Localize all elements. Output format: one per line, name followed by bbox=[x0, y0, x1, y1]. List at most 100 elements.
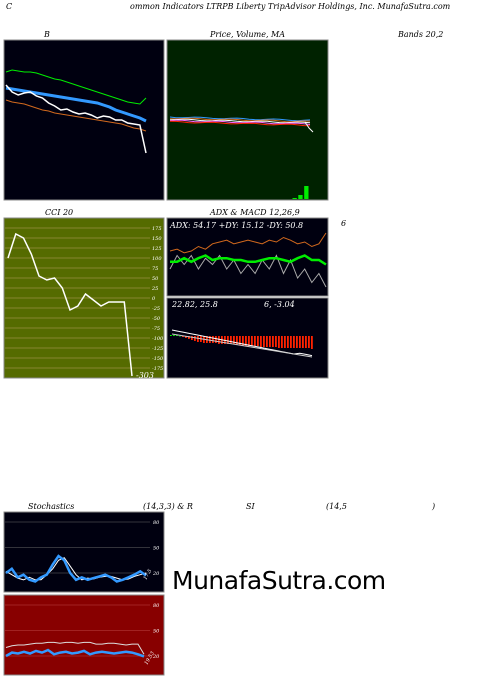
macd-histogram-bar bbox=[236, 336, 238, 345]
stoch-value-label: 17.5 bbox=[143, 568, 154, 581]
bollinger-panel bbox=[3, 39, 165, 201]
macd-histogram-bar bbox=[290, 336, 292, 348]
macd-histogram-bar bbox=[233, 336, 235, 344]
label-rsi-params: (14,5 bbox=[326, 502, 347, 511]
signal-line bbox=[171, 333, 313, 358]
plus-di-line bbox=[169, 254, 327, 288]
stoch-tick-label: 50 bbox=[153, 546, 160, 552]
header-title: ommon Indicators LTRPB Liberty TripAdvis… bbox=[130, 2, 451, 11]
price-tail-line bbox=[304, 121, 314, 133]
macd-histogram-bar bbox=[275, 336, 277, 347]
stoch-k-line bbox=[5, 554, 147, 583]
macd-histogram-bar bbox=[173, 335, 175, 336]
ma-line-5 bbox=[169, 120, 311, 127]
ma-line-2 bbox=[169, 117, 311, 123]
macd-histogram-bar bbox=[242, 336, 244, 346]
label-close-paren: ) bbox=[432, 502, 436, 511]
cci-tick-label: -150 bbox=[152, 356, 164, 362]
header-c: C bbox=[6, 2, 13, 11]
macd-histogram-bar bbox=[302, 336, 304, 348]
macd-histogram-bar bbox=[266, 336, 268, 347]
rsi-signal-line bbox=[5, 641, 145, 655]
minus-di-line bbox=[169, 232, 327, 254]
label-cci: CCI 20 bbox=[45, 208, 74, 217]
macd-histogram-bar bbox=[185, 336, 187, 338]
cci-tick-label: -25 bbox=[152, 306, 160, 312]
macd-histogram-bar bbox=[284, 336, 286, 348]
ma-line-4 bbox=[169, 119, 311, 125]
macd-readout-right: 6, -3.04 bbox=[264, 300, 295, 309]
label-bands: Bands 20,2 bbox=[398, 30, 444, 39]
cci-tick-label: 75 bbox=[152, 266, 158, 272]
label-stochastics: Stochastics bbox=[28, 502, 75, 511]
macd-readout-left: 22.82, 25.8 bbox=[171, 300, 218, 309]
macd-histogram-bar bbox=[251, 336, 253, 346]
ma-line-1 bbox=[169, 116, 311, 122]
cci-tick-label: -75 bbox=[152, 326, 160, 332]
cci-tick-label: 150 bbox=[152, 236, 162, 242]
macd-histogram-bar bbox=[176, 335, 178, 336]
macd-histogram-bar bbox=[257, 336, 259, 346]
cci-tick-label: 175 bbox=[152, 226, 162, 232]
lower-band-line bbox=[5, 99, 147, 132]
cci-tick-label: 100 bbox=[152, 256, 162, 262]
rsi-tick-label: 50 bbox=[153, 629, 160, 635]
rsi-panel bbox=[3, 594, 165, 676]
cci-tick-label: -50 bbox=[152, 316, 161, 322]
watermark: MunafaSutra.com bbox=[172, 566, 386, 595]
cci-tick-label: 50 bbox=[152, 276, 159, 282]
macd-histogram-bar bbox=[278, 336, 280, 348]
cci-tick-label: 125 bbox=[152, 246, 162, 252]
macd-histogram-bar bbox=[209, 336, 211, 343]
macd-histogram-bar bbox=[218, 336, 220, 344]
price-line bbox=[5, 84, 147, 154]
rsi-tick-label: 20 bbox=[152, 654, 160, 660]
macd-histogram-bar bbox=[248, 336, 250, 346]
macd-histogram-bar bbox=[179, 336, 181, 337]
cci-tick-label: -100 bbox=[152, 336, 164, 342]
macd-histogram-bar bbox=[188, 336, 190, 339]
label-si: SI bbox=[246, 502, 255, 511]
cci-tick-label: 0 bbox=[152, 296, 156, 302]
macd-histogram-bar bbox=[191, 336, 193, 340]
rsi-tick-label: 80 bbox=[153, 603, 160, 609]
rsi-line bbox=[5, 648, 145, 658]
macd-histogram-bar bbox=[293, 336, 295, 348]
cci-tick-label: 25 bbox=[151, 286, 158, 292]
macd-histogram-bar bbox=[296, 336, 298, 348]
stochastics-panel bbox=[3, 511, 165, 593]
macd-histogram-bar bbox=[260, 336, 262, 347]
macd-histogram-bar bbox=[182, 336, 184, 337]
stoch-tick-label: 20 bbox=[152, 571, 160, 577]
cci-value-label: -303 bbox=[136, 371, 154, 380]
macd-histogram-bar bbox=[299, 336, 301, 348]
macd-histogram-bar bbox=[281, 336, 283, 348]
macd-histogram-bar bbox=[272, 336, 274, 347]
macd-histogram-bar bbox=[287, 336, 289, 348]
cci-line bbox=[7, 232, 133, 377]
label-adx-macd: ADX & MACD 12,26,9 bbox=[210, 208, 300, 217]
macd-histogram-bar bbox=[311, 336, 313, 349]
macd-histogram-bar bbox=[263, 336, 265, 347]
adx-line bbox=[170, 254, 327, 266]
macd-histogram-bar bbox=[215, 336, 217, 343]
macd-histogram-bar bbox=[227, 336, 229, 344]
label-six: 6 bbox=[341, 219, 347, 228]
upper-band-line bbox=[5, 69, 147, 105]
label-price-volume-ma: Price, Volume, MA bbox=[210, 30, 286, 39]
macd-histogram-bar bbox=[197, 336, 199, 342]
macd-histogram-bar bbox=[245, 336, 247, 346]
volume-bar bbox=[304, 186, 309, 199]
ma-line-3 bbox=[169, 118, 311, 124]
cci-tick-label: -125 bbox=[152, 346, 163, 352]
label-b: B bbox=[44, 30, 50, 39]
cci-tick-label: -175 bbox=[152, 366, 163, 372]
macd-histogram-bar bbox=[230, 336, 232, 344]
macd-histogram-bar bbox=[269, 336, 271, 347]
volume-bar bbox=[292, 198, 297, 199]
label-stoch-params: (14,3,3) & R bbox=[143, 502, 193, 511]
macd-histogram-bar bbox=[170, 335, 172, 336]
macd-histogram-bar bbox=[212, 336, 214, 343]
macd-histogram-bar bbox=[194, 336, 196, 341]
